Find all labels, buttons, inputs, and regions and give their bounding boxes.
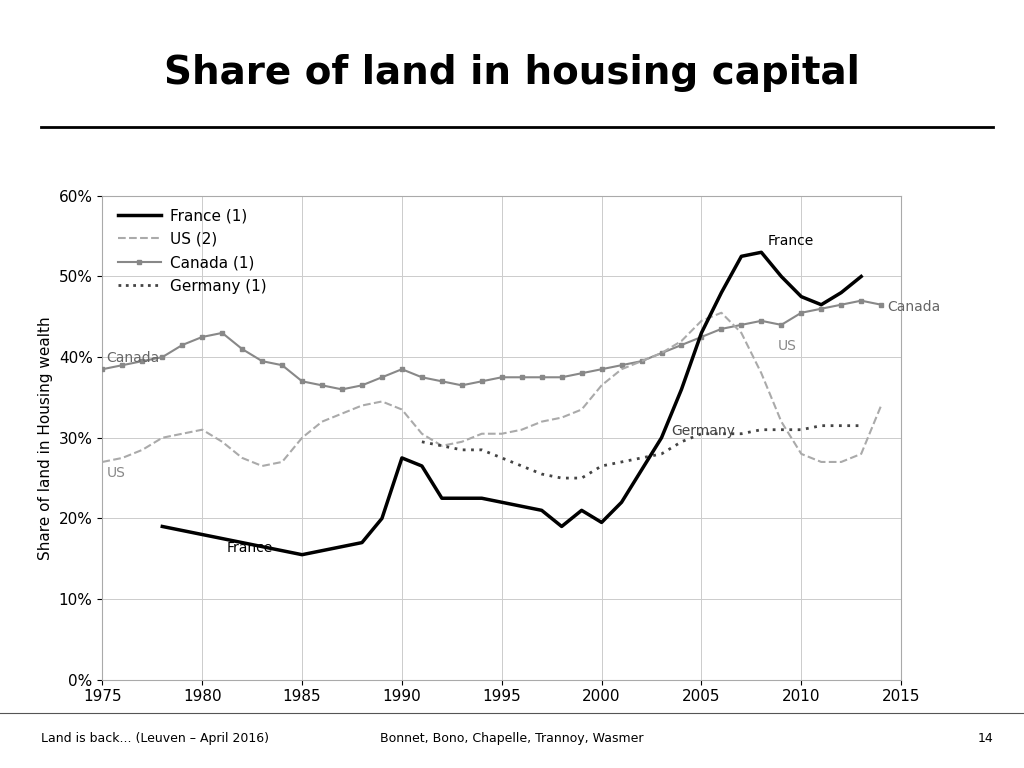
Text: US: US (777, 339, 797, 353)
Text: Share of land in housing capital: Share of land in housing capital (164, 54, 860, 92)
Text: Germany: Germany (672, 424, 735, 438)
Text: Canada: Canada (887, 300, 940, 314)
Text: France: France (226, 541, 272, 555)
Text: Canada: Canada (106, 351, 160, 366)
Text: Land is back... (Leuven – April 2016): Land is back... (Leuven – April 2016) (41, 733, 269, 745)
Text: US: US (106, 466, 125, 480)
Text: Bonnet, Bono, Chapelle, Trannoy, Wasmer: Bonnet, Bono, Chapelle, Trannoy, Wasmer (380, 733, 644, 745)
Text: 14: 14 (978, 733, 993, 745)
Text: France: France (767, 234, 814, 248)
Legend: France (1), US (2), Canada (1), Germany (1): France (1), US (2), Canada (1), Germany … (118, 208, 266, 293)
Y-axis label: Share of land in Housing wealth: Share of land in Housing wealth (38, 316, 53, 560)
